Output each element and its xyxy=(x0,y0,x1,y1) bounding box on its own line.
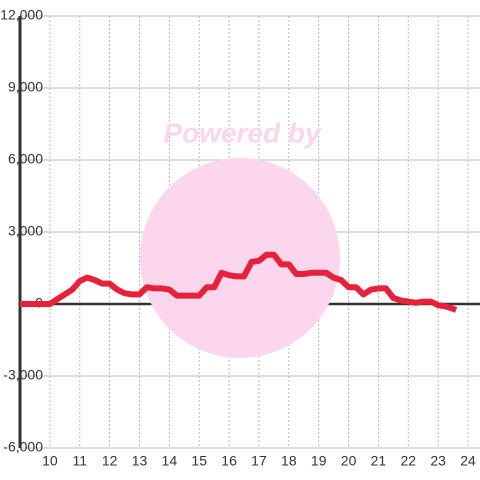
x-tick-label: 20 xyxy=(341,453,357,469)
x-tick-label: 10 xyxy=(42,453,58,469)
data-line xyxy=(20,251,458,313)
y-tick-label: 9,000 xyxy=(8,79,43,95)
x-tick-label: 19 xyxy=(311,453,327,469)
y-tick-label: -3,000 xyxy=(3,367,43,383)
x-tick-label: 15 xyxy=(191,453,207,469)
x-tick-label: 18 xyxy=(281,453,297,469)
x-tick-label: 22 xyxy=(401,453,417,469)
y-tick-label: 6,000 xyxy=(8,151,43,167)
x-tick-label: 16 xyxy=(221,453,237,469)
y-tick-label: 3,000 xyxy=(8,223,43,239)
x-tick-label: 12 xyxy=(102,453,118,469)
watermark-logo xyxy=(140,158,340,358)
x-tick-label: 17 xyxy=(251,453,267,469)
x-tick-label: 13 xyxy=(132,453,148,469)
x-tick-label: 23 xyxy=(430,453,446,469)
y-tick-label: -6,000 xyxy=(3,439,43,455)
x-tick-label: 24 xyxy=(460,453,476,469)
x-tick-label: 11 xyxy=(72,453,87,469)
watermark: Powered by xyxy=(163,117,322,148)
x-tick-label: 14 xyxy=(162,453,178,469)
y-tick-label: 12,000 xyxy=(0,7,43,23)
x-tick-label: 21 xyxy=(371,453,387,469)
